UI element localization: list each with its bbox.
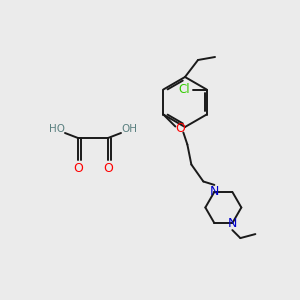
Text: O: O bbox=[176, 122, 185, 135]
Text: Cl: Cl bbox=[179, 83, 190, 96]
Text: N: N bbox=[210, 185, 219, 198]
Text: HO: HO bbox=[49, 124, 65, 134]
Text: OH: OH bbox=[121, 124, 137, 134]
Text: N: N bbox=[228, 217, 237, 230]
Text: O: O bbox=[103, 161, 113, 175]
Text: O: O bbox=[73, 161, 83, 175]
